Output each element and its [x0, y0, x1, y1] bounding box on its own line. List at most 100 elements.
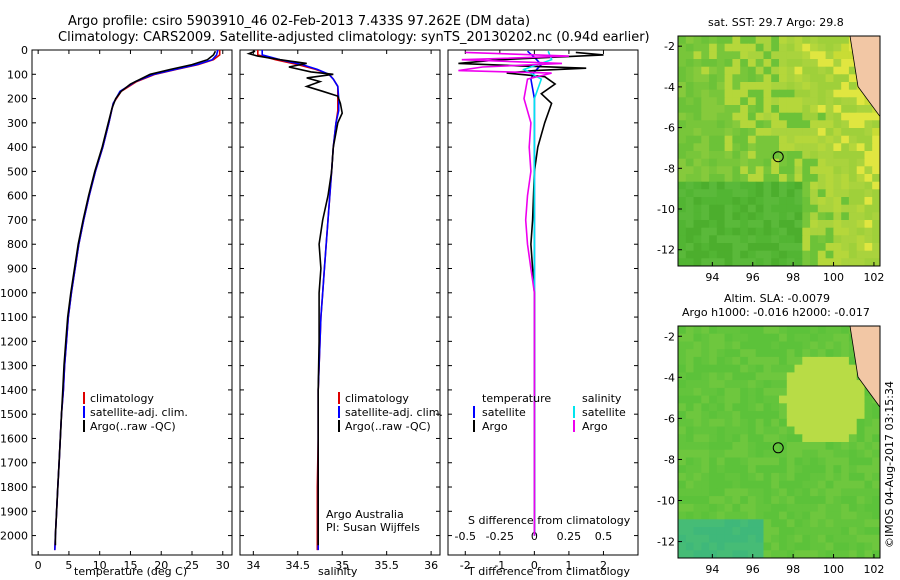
map-cell — [841, 36, 850, 45]
map-cell — [740, 197, 749, 206]
map-cell — [825, 250, 834, 259]
map-cell — [802, 189, 811, 198]
map-cell — [841, 51, 850, 60]
map-cell — [709, 59, 718, 68]
map-cell — [678, 189, 687, 198]
map-cell — [755, 326, 765, 335]
map-cell — [786, 59, 796, 68]
map-cell — [786, 550, 796, 558]
map-cell — [825, 105, 834, 114]
map-cell — [848, 66, 858, 75]
map-cell — [716, 395, 726, 404]
map-cell — [693, 166, 702, 175]
map-cell — [794, 189, 803, 198]
map-cell — [786, 356, 796, 366]
map-cell — [685, 496, 695, 505]
map-cell — [810, 488, 819, 497]
map-cell — [678, 326, 687, 335]
map-cell — [716, 59, 726, 68]
sst-map-frame — [677, 35, 881, 267]
map-cell — [693, 511, 702, 520]
map-cell — [817, 243, 827, 252]
map-cell — [825, 418, 834, 428]
map-cell — [771, 519, 780, 528]
map-cell — [747, 426, 757, 435]
map-cell — [825, 112, 834, 121]
map-cell — [817, 356, 827, 366]
map-cell — [763, 166, 772, 175]
map-cell — [786, 457, 796, 466]
map-cell — [833, 189, 842, 198]
map-cell — [825, 174, 834, 183]
map-cell — [685, 457, 695, 466]
map-cell — [755, 457, 765, 466]
map-cell — [755, 82, 765, 91]
salinity-legend: climatology satellite-adj. clim. Argo(..… — [338, 392, 443, 433]
map-cell — [864, 128, 873, 137]
map-cell — [763, 135, 772, 144]
map-cell — [848, 235, 858, 244]
map-cell — [678, 220, 687, 229]
map-cell — [685, 243, 695, 252]
map-cell — [763, 442, 772, 451]
map-cell — [716, 220, 726, 229]
map-cell — [810, 434, 819, 443]
map-cell — [817, 465, 827, 474]
y-tick-label: 700 — [7, 214, 28, 227]
map-cell — [732, 542, 741, 551]
map-cell — [779, 181, 788, 190]
map-cell — [747, 36, 757, 45]
map-cell — [740, 258, 749, 266]
map-cell — [763, 197, 772, 206]
map-cell — [817, 403, 827, 412]
map-cell — [732, 220, 741, 229]
map-cell — [864, 519, 873, 528]
map-cell — [701, 120, 710, 129]
map-cell — [716, 181, 726, 190]
legend-label-climatology: climatology — [90, 392, 154, 405]
map-cell — [779, 496, 788, 505]
map-cell — [771, 112, 780, 121]
map-cell — [716, 105, 726, 114]
map-cell — [825, 457, 834, 466]
map-cell — [794, 97, 803, 106]
map-cell — [763, 66, 772, 75]
map-cell — [786, 472, 796, 482]
map-cell — [724, 356, 733, 366]
map-cell — [817, 235, 827, 244]
map-cell — [755, 258, 765, 266]
map-cell — [693, 250, 702, 259]
map-cell — [864, 511, 873, 520]
map-cell — [709, 496, 718, 505]
map-cell — [709, 449, 718, 458]
map-cell — [771, 204, 780, 213]
map-cell — [856, 151, 866, 160]
map-cell — [763, 496, 772, 505]
map-cell — [724, 550, 733, 558]
map-cell — [810, 135, 819, 144]
map-cell — [794, 326, 803, 335]
profile-line-salinity-satellite — [522, 50, 553, 536]
map-cell — [802, 227, 811, 236]
map-cell — [856, 480, 866, 489]
map-cell — [763, 449, 772, 458]
map-cell — [693, 51, 702, 60]
map-cell — [709, 74, 718, 83]
map-cell — [848, 74, 858, 83]
map-cell — [802, 250, 811, 259]
map-cell — [701, 333, 710, 342]
map-cell — [802, 220, 811, 229]
y-tick-label: 600 — [7, 190, 28, 203]
map-cell — [841, 66, 850, 75]
map-cell — [747, 258, 757, 266]
map-cell — [701, 59, 710, 68]
map-cell — [833, 82, 842, 91]
map-cell — [802, 128, 811, 137]
map-cell — [779, 82, 788, 91]
difference-panel-frame — [447, 49, 639, 556]
map-cell — [833, 333, 842, 342]
map-cell — [841, 89, 850, 98]
map-cell — [678, 488, 687, 497]
map-cell — [724, 372, 733, 381]
map-cell — [864, 151, 873, 160]
